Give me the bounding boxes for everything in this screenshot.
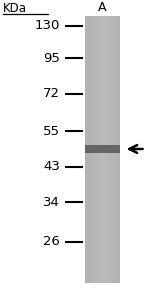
Bar [107, 16, 108, 283]
Bar [91, 16, 92, 283]
Text: 72: 72 [43, 87, 60, 100]
Bar [113, 16, 114, 283]
Bar [118, 16, 119, 283]
Text: 34: 34 [43, 196, 60, 209]
Text: 130: 130 [35, 19, 60, 32]
Text: A: A [98, 1, 107, 14]
Text: KDa: KDa [3, 2, 27, 15]
Bar [90, 16, 91, 283]
Bar [99, 16, 100, 283]
Bar [93, 16, 94, 283]
Bar [103, 16, 104, 283]
Text: 95: 95 [43, 52, 60, 65]
Bar [97, 16, 98, 283]
Bar [100, 16, 101, 283]
Text: 26: 26 [43, 235, 60, 248]
Text: 55: 55 [43, 125, 60, 138]
Bar [86, 16, 87, 283]
Bar [111, 16, 112, 283]
Bar [110, 16, 111, 283]
Bar [115, 16, 116, 283]
Bar [89, 16, 90, 283]
Bar [95, 16, 96, 283]
Bar [108, 16, 109, 283]
Bar [106, 16, 107, 283]
Bar [96, 16, 97, 283]
Bar [94, 16, 95, 283]
Bar [119, 16, 120, 283]
Text: 43: 43 [43, 160, 60, 173]
Bar [85, 16, 86, 283]
Bar [117, 16, 118, 283]
Bar [85, 145, 120, 153]
Bar [98, 16, 99, 283]
Bar [87, 16, 88, 283]
Bar [92, 16, 93, 283]
Bar [114, 16, 115, 283]
Bar [105, 16, 106, 283]
Bar [102, 16, 103, 283]
Bar [104, 16, 105, 283]
Bar [112, 16, 113, 283]
Bar [101, 16, 102, 283]
Bar [88, 16, 89, 283]
